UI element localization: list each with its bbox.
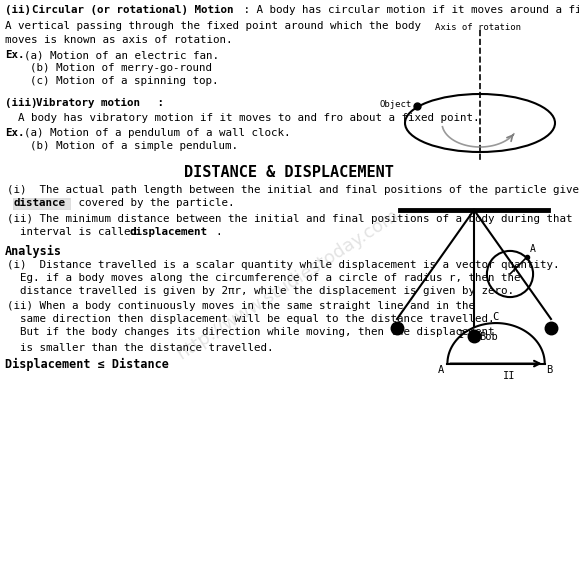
Text: (i)  Distance travelled is a scalar quantity while displacement is a vector quan: (i) Distance travelled is a scalar quant…	[7, 260, 559, 270]
Text: A body has vibratory motion if it moves to and fro about a fixed point.: A body has vibratory motion if it moves …	[18, 113, 479, 123]
Text: .: .	[215, 227, 222, 237]
Text: Circular (or rotational) Motion: Circular (or rotational) Motion	[32, 5, 233, 15]
Text: I: I	[458, 330, 464, 340]
Text: is smaller than the distance travelled.: is smaller than the distance travelled.	[20, 343, 273, 353]
Text: (ii): (ii)	[5, 5, 38, 15]
Text: displacement: displacement	[130, 227, 208, 237]
Text: Axis of rotation: Axis of rotation	[435, 23, 521, 32]
Text: covered by the particle.: covered by the particle.	[72, 198, 234, 208]
Text: II: II	[503, 371, 516, 381]
Text: (b) Motion of a simple pendulum.: (b) Motion of a simple pendulum.	[30, 141, 238, 151]
Text: moves is known as axis of rotation.: moves is known as axis of rotation.	[5, 35, 233, 45]
Text: A: A	[438, 365, 444, 375]
Text: (b) Motion of merry-go-round: (b) Motion of merry-go-round	[30, 63, 212, 73]
Text: http://www.studiestoday.com: http://www.studiestoday.com	[174, 206, 402, 362]
Text: (iii): (iii)	[5, 98, 44, 108]
Text: (c) Motion of a spinning top.: (c) Motion of a spinning top.	[30, 76, 218, 86]
Text: Bob: Bob	[479, 332, 498, 342]
Text: A vertical passing through the fixed point around which the body: A vertical passing through the fixed poi…	[5, 21, 421, 31]
Text: (i)  The actual path length between the initial and final positions of the parti: (i) The actual path length between the i…	[7, 185, 579, 195]
Text: Ex.: Ex.	[5, 128, 24, 138]
Text: : A body has circular motion if it moves around a fixed point.: : A body has circular motion if it moves…	[237, 5, 579, 15]
Text: :: :	[151, 98, 164, 108]
Text: r: r	[511, 264, 517, 274]
Text: (a) Motion of a pendulum of a wall clock.: (a) Motion of a pendulum of a wall clock…	[24, 128, 291, 138]
Text: Ex.: Ex.	[5, 50, 24, 60]
Text: Displacement ≤ Distance: Displacement ≤ Distance	[5, 358, 169, 371]
Text: A: A	[530, 244, 536, 254]
Text: DISTANCE & DISPLACEMENT: DISTANCE & DISPLACEMENT	[184, 165, 394, 180]
Text: But if the body changes its direction while moving, then the displacement: But if the body changes its direction wh…	[20, 327, 494, 337]
Text: same direction then displacement will be equal to the distance travelled.: same direction then displacement will be…	[20, 314, 494, 324]
Text: B: B	[547, 365, 553, 375]
Text: Analysis: Analysis	[5, 245, 62, 258]
Text: distance: distance	[13, 198, 65, 208]
Text: Eg. if a body moves along the circumference of a circle of radius r, then the: Eg. if a body moves along the circumfere…	[20, 273, 521, 283]
Text: (a) Motion of an electric fan.: (a) Motion of an electric fan.	[24, 50, 219, 60]
Text: (ii) When a body continuously moves in the same straight line and in the: (ii) When a body continuously moves in t…	[7, 301, 475, 311]
Text: (ii) The minimum distance between the initial and final positions of a body duri: (ii) The minimum distance between the in…	[7, 214, 579, 224]
Text: interval is called: interval is called	[20, 227, 144, 237]
Text: Vibratory motion: Vibratory motion	[36, 98, 140, 108]
Text: distance travelled is given by 2πr, while the displacement is given by zero.: distance travelled is given by 2πr, whil…	[20, 286, 514, 296]
Text: Object: Object	[379, 100, 411, 109]
Text: C: C	[493, 312, 499, 321]
